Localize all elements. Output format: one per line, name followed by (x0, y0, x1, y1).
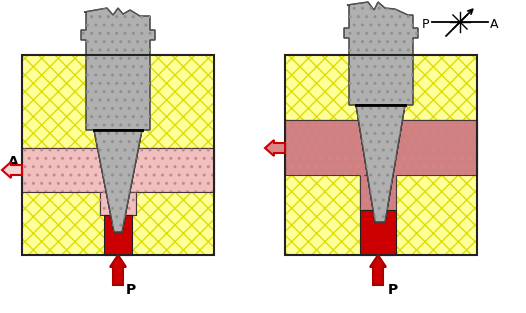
Text: P: P (422, 18, 430, 30)
Polygon shape (22, 148, 214, 192)
Polygon shape (100, 192, 136, 215)
Text: A: A (490, 18, 499, 30)
FancyArrow shape (370, 255, 386, 285)
Text: A: A (8, 155, 19, 169)
FancyArrow shape (265, 140, 285, 156)
Bar (360, 210, 396, 255)
Bar (285, 55, 477, 255)
Bar (22, 55, 214, 255)
Polygon shape (344, 2, 418, 105)
Bar (285, 55, 477, 255)
Text: A: A (270, 141, 281, 155)
Polygon shape (285, 120, 477, 175)
FancyArrow shape (2, 162, 22, 178)
Bar (104, 215, 132, 255)
Text: P: P (126, 283, 136, 297)
Bar (285, 55, 477, 255)
Text: P: P (388, 283, 398, 297)
Bar (22, 55, 214, 255)
Polygon shape (81, 8, 155, 130)
Polygon shape (360, 175, 396, 210)
Polygon shape (94, 130, 142, 232)
Polygon shape (94, 130, 142, 232)
Polygon shape (356, 105, 405, 222)
Polygon shape (356, 105, 405, 222)
Bar (22, 55, 214, 255)
FancyArrow shape (110, 255, 126, 285)
